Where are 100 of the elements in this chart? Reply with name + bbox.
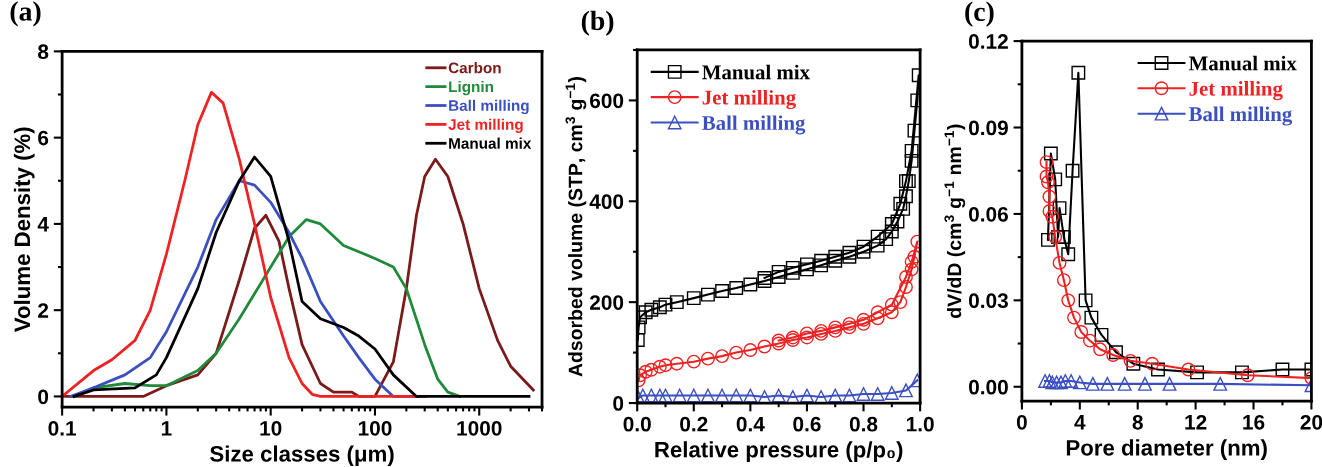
- point: [870, 229, 885, 244]
- point: [893, 295, 908, 310]
- point: [637, 388, 650, 403]
- y-axis-title: Adsorbed volume (STP, cm$^{3}$ g$^{−1}$): [565, 77, 587, 377]
- point: [1151, 362, 1165, 377]
- point: [884, 297, 899, 312]
- point: [1045, 209, 1060, 224]
- y-tick-label: 0.06: [968, 206, 1008, 222]
- y-tick-label: 0: [613, 396, 624, 411]
- point: [870, 238, 885, 253]
- point: [1234, 365, 1249, 380]
- y-tick-label: 0: [38, 389, 49, 405]
- point: [1162, 376, 1177, 391]
- point: [771, 269, 786, 284]
- point: [1190, 365, 1205, 380]
- point: [729, 345, 744, 360]
- point: [896, 201, 911, 216]
- point: [638, 305, 653, 320]
- point: [879, 232, 894, 247]
- point: [1082, 333, 1097, 348]
- point: [907, 249, 921, 264]
- point: [729, 388, 744, 403]
- point: [669, 356, 684, 371]
- x-tick-label: 0.8: [849, 416, 878, 432]
- point: [856, 244, 871, 259]
- point: [1100, 376, 1115, 391]
- y-tick-label: 8: [38, 44, 49, 60]
- point: [686, 291, 701, 306]
- point: [1058, 374, 1073, 388]
- point: [1052, 255, 1067, 270]
- point: [899, 189, 913, 204]
- point: [899, 280, 913, 294]
- legend-label: Manual mix: [449, 137, 532, 149]
- point: [828, 249, 843, 264]
- point: [893, 196, 908, 211]
- point: [757, 339, 772, 354]
- point: [652, 388, 667, 403]
- x-tick-label: 0.4: [736, 416, 765, 432]
- point: [1072, 375, 1087, 390]
- point: [1061, 247, 1076, 262]
- point: [800, 262, 814, 277]
- point: [1041, 175, 1055, 190]
- point: [856, 386, 871, 401]
- point: [814, 253, 829, 268]
- point: [658, 388, 673, 403]
- x-tick-label: 0.6: [793, 416, 821, 432]
- point: [743, 343, 758, 358]
- point: [1039, 155, 1054, 170]
- point: [644, 362, 659, 377]
- point: [715, 284, 730, 298]
- point: [904, 153, 919, 168]
- y-tick-label: 0.03: [968, 293, 1008, 309]
- point: [700, 388, 715, 403]
- x-tick-label: 16: [1243, 414, 1265, 430]
- legend-label: Manual mix: [1188, 55, 1297, 71]
- point: [1061, 293, 1076, 308]
- point: [1094, 327, 1109, 342]
- point: [842, 249, 857, 264]
- point: [771, 264, 786, 279]
- point: [1049, 375, 1064, 390]
- point: [800, 330, 814, 345]
- y-tick-label: 6: [38, 130, 49, 146]
- x-tick-label: 1: [161, 421, 172, 436]
- legend-label: Jet milling: [702, 89, 796, 110]
- y-tick-label: 600: [590, 93, 624, 109]
- x-tick-label: 1000: [457, 420, 502, 436]
- point: [1181, 362, 1196, 377]
- point: [1138, 376, 1152, 391]
- point: [884, 217, 899, 231]
- x-tick-label: 1.0: [906, 416, 934, 432]
- point: [884, 224, 899, 239]
- point: [899, 269, 913, 284]
- point: [899, 383, 913, 398]
- point: [870, 386, 885, 401]
- point: [904, 262, 919, 277]
- y-tick-label: 2: [38, 303, 49, 318]
- point: [1071, 65, 1086, 80]
- point: [870, 311, 885, 326]
- point: [652, 300, 667, 315]
- point: [1056, 273, 1071, 288]
- point: [890, 214, 905, 229]
- legend-label: Ball milling: [449, 99, 529, 115]
- point: [686, 388, 701, 403]
- point: [1041, 232, 1055, 247]
- point: [904, 254, 919, 269]
- legend-label: Lignin: [449, 80, 493, 96]
- point: [644, 388, 659, 403]
- point: [800, 257, 814, 272]
- point: [856, 239, 871, 254]
- legend-label: Ball milling: [1188, 106, 1293, 126]
- y-tick-label: 200: [589, 295, 624, 310]
- point: [1064, 374, 1079, 388]
- point: [904, 143, 919, 158]
- x-tick-label: 20: [1300, 414, 1322, 430]
- point: [771, 388, 786, 403]
- point: [1275, 362, 1290, 377]
- text: (c): [965, 1, 994, 27]
- text: (a): [10, 1, 41, 27]
- y-tick-label: 4: [37, 217, 49, 232]
- point: [1074, 325, 1089, 339]
